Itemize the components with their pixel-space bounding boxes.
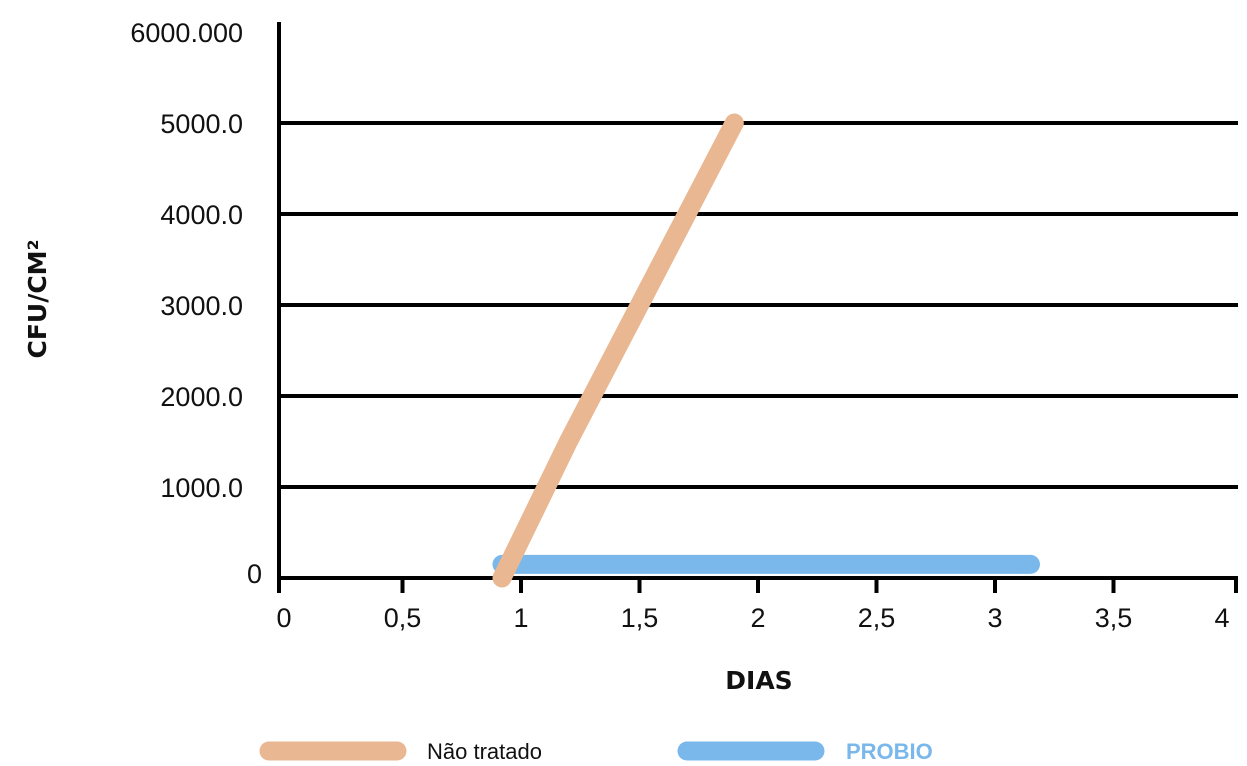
y-tick-label: 4000.0 xyxy=(160,200,243,230)
x-tick-label: 0 xyxy=(276,603,291,633)
x-axis-title: DIAS xyxy=(725,666,792,695)
series-group xyxy=(492,113,1040,588)
x-tick-label: 3,5 xyxy=(1095,603,1133,633)
y-ticks: 0 1000.0 2000.0 3000.0 4000.0 5000.0 6000.000 xyxy=(130,18,262,589)
y-tick-label: 1000.0 xyxy=(160,473,243,503)
x-tick-label: 0,5 xyxy=(384,603,422,633)
y-tick-label: 3000.0 xyxy=(160,291,243,321)
x-tick-label: 3 xyxy=(987,603,1002,633)
x-ticks: 0 0,5 1 1,5 2 2,5 3 3,5 4 xyxy=(276,578,1238,633)
x-tick-label: 2 xyxy=(750,603,765,633)
y-tick-label: 2000.0 xyxy=(160,382,243,412)
legend-label-1: PROBIO xyxy=(846,739,933,764)
y-tick-label: 6000.000 xyxy=(130,18,243,48)
y-tick-label: 0 xyxy=(247,559,262,589)
x-tick-label: 1,5 xyxy=(621,603,659,633)
x-tick-label: 1 xyxy=(513,603,528,633)
series-line-0 xyxy=(492,113,744,588)
y-tick-label: 5000.0 xyxy=(160,109,243,139)
legend-label-0: Não tratado xyxy=(427,739,542,764)
x-tick-label: 2,5 xyxy=(858,603,896,633)
x-tick-label: 4 xyxy=(1214,603,1229,633)
legend: Não tratado PROBIO xyxy=(259,739,933,764)
axes xyxy=(277,22,1238,580)
gridlines xyxy=(279,121,1238,489)
y-axis-title: CFU/CM² xyxy=(23,239,52,358)
